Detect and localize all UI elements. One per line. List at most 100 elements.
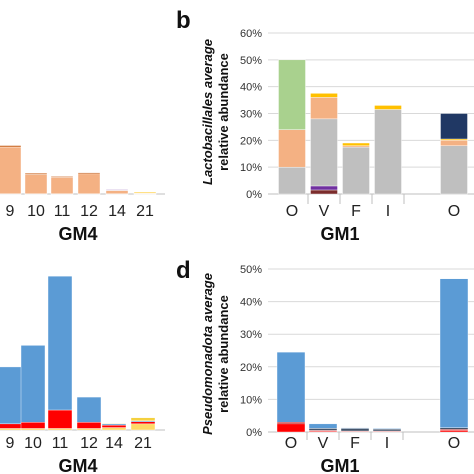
panel-a-x-tick-label: 14 bbox=[108, 203, 126, 220]
panel-a-bar-segment bbox=[0, 146, 22, 194]
panel-d-x-tick-label: I bbox=[385, 435, 389, 452]
panel-d-y-tick-label: 0% bbox=[246, 427, 262, 439]
panel-c-bar-segment bbox=[130, 417, 156, 421]
panel-b-y-tick-label: 20% bbox=[240, 135, 262, 147]
panel-a-bar-segment bbox=[24, 174, 48, 194]
panel-c-x-tick-label: 14 bbox=[105, 435, 123, 452]
panel-a-x-tick-label: 12 bbox=[80, 203, 98, 220]
panel-d-bar-segment bbox=[439, 430, 469, 433]
panel-a-x-tick-label: 21 bbox=[136, 203, 154, 220]
panel-c-bar-segment bbox=[76, 396, 102, 423]
panel-a-x-tick-label: 11 bbox=[54, 203, 71, 220]
panel-c-bar-segment bbox=[76, 422, 102, 429]
panel-b-bar-segment bbox=[440, 113, 468, 140]
panel-d-x-tick-label: O bbox=[285, 435, 297, 452]
panel-b-bar-segment bbox=[440, 138, 468, 141]
panel-d-y-tick-label: 40% bbox=[240, 297, 262, 309]
panel-c-x-tick-label: 12 bbox=[80, 435, 98, 452]
panel-b-letter: b bbox=[176, 7, 191, 34]
panel-c-bar-segment bbox=[130, 421, 156, 425]
panel-b-bar-segment bbox=[440, 145, 468, 195]
panel-d-bar-segment bbox=[372, 428, 402, 430]
panel-d-bar-segment bbox=[276, 351, 306, 423]
panel-c-bar-segment bbox=[101, 427, 127, 431]
panel-d-y-tick-label: 50% bbox=[240, 264, 262, 276]
panel-d-y-axis-label-line2: relative abundance bbox=[216, 295, 231, 413]
panel-a-x-tick-label: 10 bbox=[27, 203, 45, 220]
panel-b-bar-segment bbox=[310, 97, 338, 120]
panel-b-y-axis-label: Lactobacillales averagerelative abundanc… bbox=[200, 39, 231, 185]
panel-c-bar-segment bbox=[0, 366, 23, 425]
panel-d: d 0% 10% 20% 30% 40% 50% O V F I O GM1 Pseudomonadot… bbox=[176, 257, 474, 474]
panel-c-x-tick-label: 21 bbox=[134, 435, 152, 452]
panel-d-x-tick-label: O bbox=[448, 435, 460, 452]
panel-b-group-label: GM1 bbox=[320, 224, 359, 244]
panel-c-x-tick-label: 10 bbox=[24, 435, 42, 452]
panel-b-bar-segment bbox=[310, 93, 338, 98]
panel-b-x-tick-label: V bbox=[319, 203, 330, 220]
panel-b-x-tick-label: I bbox=[386, 203, 390, 220]
panel-b-bar-segment bbox=[342, 142, 370, 146]
panel-d-bar-segment bbox=[340, 427, 370, 429]
panel-b-bar-segment bbox=[278, 59, 306, 130]
panel-c-bar-segment bbox=[20, 428, 46, 431]
panel-b-y-tick-label: 50% bbox=[240, 55, 262, 67]
panel-b-y-tick-label: 30% bbox=[240, 109, 262, 121]
panel-b-bar-segment bbox=[278, 166, 306, 195]
panel-c-x-tick-label: 9 bbox=[6, 435, 15, 452]
panel-c-x-tick-label: 11 bbox=[52, 435, 69, 452]
panel-c-bar-segment bbox=[130, 423, 156, 431]
panel-d-bar-segment bbox=[276, 422, 306, 425]
panel-a-bar-segment bbox=[133, 192, 157, 194]
panel-a-bar-segment bbox=[50, 177, 74, 194]
panel-d-letter: d bbox=[176, 257, 191, 284]
panel-b-y-axis-label-line2: relative abundance bbox=[216, 53, 231, 171]
panel-d-bar-segment bbox=[308, 423, 338, 429]
panel-b-bar-segment bbox=[374, 109, 402, 195]
panel-c-bar-segment bbox=[20, 422, 46, 429]
panel-b-y-tick-label: 10% bbox=[240, 162, 262, 174]
panel-b-y-axis-label-line1: Lactobacillales average bbox=[200, 39, 215, 185]
panel-c-bar-segment bbox=[101, 423, 127, 425]
panel-b-bar-segment bbox=[374, 105, 402, 110]
panel-b-bar-segment bbox=[342, 146, 370, 195]
panel-b-bar-segment bbox=[342, 145, 370, 148]
panel-b-x-tick-label: O bbox=[286, 203, 298, 220]
panel-c-bar-segment bbox=[0, 423, 23, 429]
panel-c-bar-segment bbox=[101, 424, 127, 428]
panel-d-y-tick-label: 10% bbox=[240, 394, 262, 406]
panel-b-bar-segment bbox=[310, 185, 338, 191]
panel-c-bar-segment bbox=[47, 409, 73, 429]
panel-d-group-label: GM1 bbox=[320, 456, 359, 474]
panel-a-group-label: GM4 bbox=[58, 224, 97, 244]
panel-d-bar-segment bbox=[308, 428, 338, 431]
panel-d-bar-segment bbox=[372, 428, 402, 432]
panel-a-x-tick-label: 9 bbox=[6, 203, 15, 220]
panel-d-bar-segment bbox=[276, 423, 306, 433]
panel-c-bar-segment bbox=[47, 428, 73, 431]
panel-d-bar-segment bbox=[340, 428, 370, 432]
panel-b-y-tick-label: 0% bbox=[246, 189, 262, 201]
panel-b-bar-segment bbox=[278, 129, 306, 168]
panel-b-y-tick-label: 60% bbox=[240, 28, 262, 40]
panel-c-bar-segment bbox=[0, 428, 23, 431]
panel-a-bar-segment bbox=[50, 176, 74, 178]
panel-d-bar-segment bbox=[439, 278, 469, 428]
panel-b-y-tick-label: 40% bbox=[240, 82, 262, 94]
panel-c-bar-segment bbox=[47, 275, 73, 411]
panel-a: 9 10 11 12 14 21 GM4 bbox=[0, 145, 165, 244]
panel-b-bar-segment bbox=[440, 140, 468, 146]
panel-b-bar-segment bbox=[310, 118, 338, 187]
panel-c: 9 10 11 12 14 21 GM4 bbox=[0, 275, 165, 474]
panel-d-y-axis-label-line1: Pseudomonadota average bbox=[200, 273, 215, 435]
panel-a-bar-segment bbox=[77, 173, 101, 194]
panel-d-x-tick-label: V bbox=[318, 435, 329, 452]
panel-a-bar-segment bbox=[0, 145, 22, 148]
panel-d-x-tick-label: F bbox=[350, 435, 360, 452]
panel-d-y-tick-label: 30% bbox=[240, 329, 262, 341]
panel-d-y-axis-label: Pseudomonadota averagerelative abundance bbox=[200, 273, 231, 435]
panel-b-x-tick-label: F bbox=[351, 203, 361, 220]
panel-c-bar-segment bbox=[20, 345, 46, 423]
panel-b: b 0% 10% 20% 30% 40% 50% 60% O V F I O GM1 Lactobacil… bbox=[176, 7, 474, 244]
